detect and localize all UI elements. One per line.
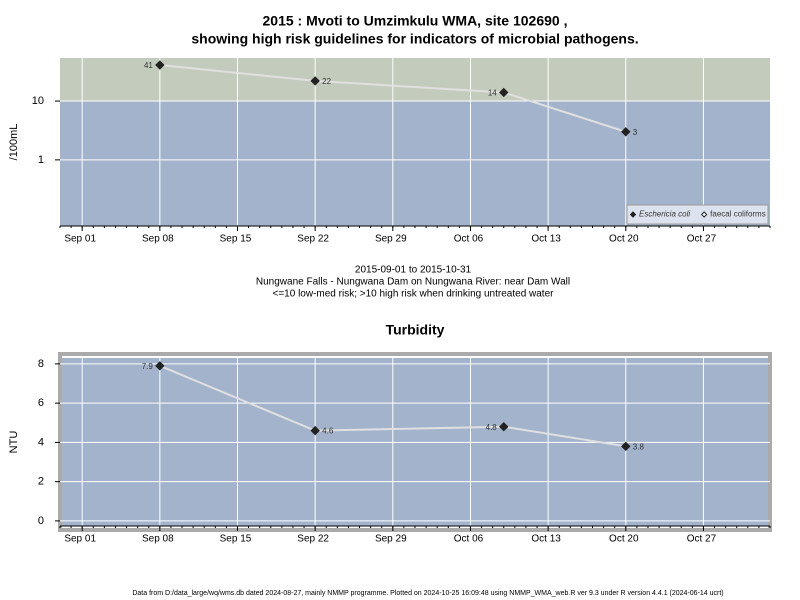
value-label: 22: [322, 77, 331, 86]
point: [310, 76, 320, 86]
series-line: [159, 364, 626, 448]
band-high: [60, 58, 770, 102]
x-tick-label: Sep 08: [142, 534, 174, 545]
x-tick-label: Oct 13: [531, 534, 561, 545]
x-tick-label: Oct 20: [609, 234, 639, 245]
point: [155, 361, 165, 371]
legend-box: [626, 204, 769, 225]
chart-title: Turbidity: [386, 322, 445, 338]
point: [310, 425, 320, 436]
value-label: 3.8: [633, 442, 645, 451]
legend-label: faecal coliforms: [710, 210, 766, 219]
value-label: 41: [144, 61, 153, 70]
legend-marker: [629, 211, 637, 218]
y-tick-label: 2: [38, 476, 44, 488]
point: [499, 421, 509, 432]
legend-marker: [700, 211, 708, 218]
y-tick-label: 1: [38, 154, 44, 166]
series-line: [159, 64, 627, 133]
x-tick-label: Sep 15: [220, 534, 252, 545]
x-tick-label: Sep 01: [64, 534, 96, 545]
x-tick-label: Oct 06: [454, 534, 484, 545]
x-tick-label: Sep 29: [375, 534, 407, 545]
y-tick-label: 0: [38, 515, 44, 527]
value-label: 4.6: [322, 427, 334, 436]
footer: Data from D:/data_large/wq/wms.db dated …: [132, 590, 723, 597]
x-tick-label: Sep 22: [297, 534, 329, 545]
y-axis-label: /100mL: [8, 124, 20, 161]
x-tick-label: Sep 08: [142, 234, 174, 245]
subtitle: 2015-09-01 to 2015-10-31: [355, 265, 472, 276]
y-tick-label: 8: [38, 358, 44, 370]
y-tick-label: 10: [32, 95, 44, 107]
y-axis-label: NTU: [8, 431, 20, 454]
x-tick-label: Sep 22: [297, 234, 329, 245]
x-tick-label: Oct 27: [687, 534, 717, 545]
value-label: 4.8: [486, 423, 498, 432]
x-tick-label: Oct 20: [609, 534, 639, 545]
point: [621, 127, 631, 137]
x-tick-label: Oct 27: [687, 234, 717, 245]
x-tick-label: Oct 06: [454, 234, 484, 245]
chart-title: showing high risk guidelines for indicat…: [191, 31, 638, 47]
x-tick-label: Oct 13: [531, 234, 561, 245]
point: [621, 441, 631, 452]
chart-title: 2015 : Mvoti to Umzimkulu WMA, site 1026…: [263, 13, 568, 29]
x-tick-label: Sep 15: [220, 234, 252, 245]
point: [499, 87, 509, 98]
value-label: 7.9: [142, 362, 154, 371]
subtitle: <=10 low-med risk; >10 high risk when dr…: [273, 289, 555, 300]
value-label: 14: [488, 89, 497, 98]
point: [155, 60, 165, 70]
legend-label: Eschericia coli: [639, 210, 690, 219]
y-tick-label: 6: [38, 397, 44, 409]
x-tick-label: Sep 01: [64, 234, 96, 245]
subtitle: Nungwane Falls - Nungwana Dam on Nungwan…: [256, 277, 570, 288]
value-label: 3: [633, 128, 638, 137]
y-tick-label: 4: [38, 436, 44, 448]
x-tick-label: Sep 29: [375, 234, 407, 245]
